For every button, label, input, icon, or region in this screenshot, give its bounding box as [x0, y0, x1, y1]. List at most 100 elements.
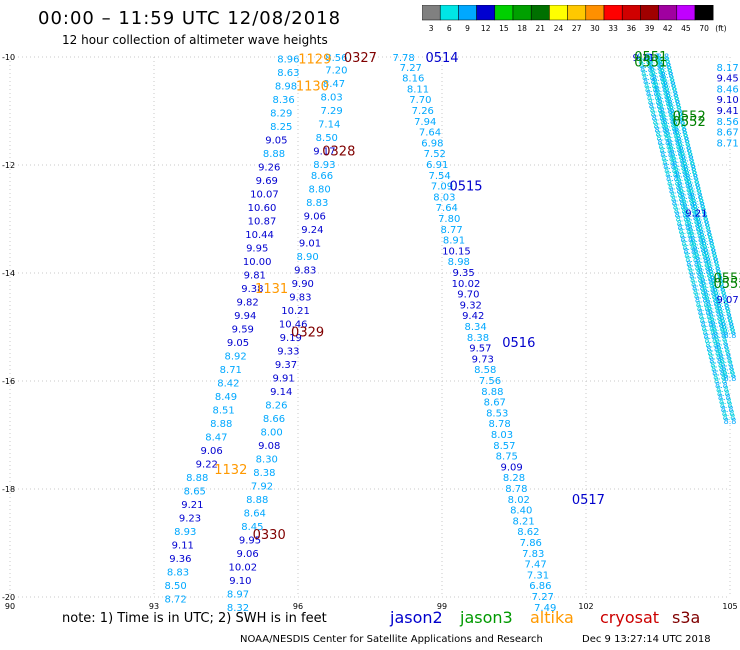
track-mark: 8.8	[668, 99, 681, 108]
track-mark: 8.8	[647, 53, 660, 62]
track-mark: 8.8	[657, 96, 670, 105]
scale-label: 27	[572, 24, 582, 33]
track-mark: 8.8	[723, 328, 736, 337]
track-mark: 8.8	[662, 74, 675, 83]
track-mark: 8.8	[696, 216, 709, 225]
scale-label: 36	[627, 24, 637, 33]
track-mark: 8.8	[686, 176, 699, 185]
track-mark: 8.8	[675, 171, 688, 180]
wave-height-value: 9.11	[172, 541, 194, 552]
track-mark: 8.8	[704, 250, 717, 259]
track-mark: 8.8	[666, 135, 679, 144]
wave-height-value: 9.09	[500, 462, 522, 473]
lon-tick-label: 90	[5, 602, 15, 611]
scale-label: 9	[465, 24, 470, 33]
wave-height-value: 7.83	[522, 549, 544, 560]
track-mark: 8.8	[707, 348, 720, 357]
wave-height-value: 8.92	[224, 352, 246, 363]
track-mark: 8.8	[688, 182, 701, 191]
track-mark: 8.8	[651, 109, 664, 118]
wave-height-value: 8.53	[486, 408, 508, 419]
wave-height-value: 7.64	[436, 203, 458, 214]
track-mark: 8.8	[668, 102, 681, 111]
wave-height-value: 8.75	[496, 452, 518, 463]
wave-height-value: 8.28	[503, 473, 525, 484]
track-mark: 8.8	[646, 89, 659, 98]
track-mark: 8.8	[718, 309, 731, 318]
lat-tick-label: -12	[2, 161, 15, 170]
track-mark: 8.8	[683, 203, 696, 212]
wave-height-value: 7.56	[479, 376, 501, 387]
wave-height-value: 9.22	[196, 460, 218, 471]
wave-height-value: 8.91	[443, 236, 465, 247]
track-mark: 8.8	[648, 56, 661, 65]
wave-height-value: 9.91	[272, 373, 294, 384]
track-mark: 8.8	[710, 275, 723, 284]
track-mark: 8.8	[678, 223, 691, 232]
pass-time-label: 0514	[425, 51, 458, 66]
track-mark: 8.8	[639, 61, 652, 70]
wave-height-value: 9.23	[179, 514, 201, 525]
wave-height-value: 9.05	[227, 338, 249, 349]
wave-height-value: 7.52	[424, 149, 446, 160]
track-mark: 8.8	[680, 152, 693, 161]
track-mark: 8.8	[679, 145, 692, 154]
track-mark: 8.8	[724, 417, 737, 426]
wave-height-value: 8.03	[320, 93, 342, 104]
wave-height-value: 8.80	[308, 184, 330, 195]
track-mark: 8.8	[714, 377, 727, 386]
pass-time-label: 0552	[673, 109, 706, 124]
track-mark: 8.8	[642, 73, 655, 82]
track-mark: 8.8	[653, 118, 666, 127]
lon-tick-label: 105	[722, 602, 737, 611]
track-mark: 8.8	[692, 242, 705, 251]
track-mark: 8.8	[659, 65, 672, 74]
scale-swatch	[512, 5, 532, 21]
track-mark: 8.8	[654, 122, 667, 131]
track-mark: 8.8	[702, 285, 715, 294]
track-mark: 8.8	[716, 385, 729, 394]
track-mark: 8.8	[675, 130, 688, 139]
track-mark: 8.8	[680, 235, 693, 244]
wave-height-value: 9.26	[258, 163, 280, 174]
pass-time-label: 0330	[253, 528, 286, 543]
track-mark: 8.8	[706, 260, 719, 269]
wave-height-value: 8.65	[184, 487, 206, 498]
pass-time-label: 0552	[673, 115, 706, 130]
track-mark: 8.8	[683, 247, 696, 256]
track-mark: 8.8	[667, 138, 680, 147]
track-mark: 8.8	[712, 369, 725, 378]
lon-tick-label: 93	[149, 602, 159, 611]
track-mark: 8.8	[703, 288, 716, 297]
track-mark: 8.8	[709, 313, 722, 322]
track-mark: 8.8	[674, 167, 687, 176]
pass-time-label: 0329	[291, 325, 324, 340]
track-mark: 8.8	[651, 71, 664, 80]
track-mark: 8.8	[697, 223, 710, 232]
scale-swatch	[530, 5, 550, 21]
track-mark: 8.8	[724, 374, 737, 383]
wave-height-value: 8.30	[256, 454, 278, 465]
track-mark: 8.8	[666, 131, 679, 140]
wave-height-value: 7.26	[412, 106, 434, 117]
wave-height-value: 8.47	[323, 79, 345, 90]
track-mark: 8.8	[658, 59, 671, 68]
track-mark: 8.8	[706, 257, 719, 266]
pass-time-label: 0553	[713, 277, 740, 292]
track-mark: 8.8	[703, 244, 716, 253]
track-mark: 8.8	[671, 115, 684, 124]
track-mark: 8.8	[665, 128, 678, 137]
wave-height-value: 7.92	[251, 481, 273, 492]
map-grid	[9, 56, 731, 598]
wave-height-value: 9.06	[304, 211, 326, 222]
track-mark: 8.8	[684, 210, 697, 219]
track-mark: 8.8	[719, 397, 732, 406]
wave-height-value: 8.17	[716, 63, 738, 74]
track-mark: 8.8	[675, 211, 688, 220]
satellite-label-cryosat: cryosat	[600, 608, 660, 627]
wave-height-value: 7.64	[419, 128, 441, 139]
wave-height-value: 7.78	[392, 53, 414, 64]
track-mark: 8.8	[722, 409, 735, 418]
track-mark: 8.8	[700, 232, 713, 241]
wave-height-value: 8.90	[296, 252, 318, 263]
